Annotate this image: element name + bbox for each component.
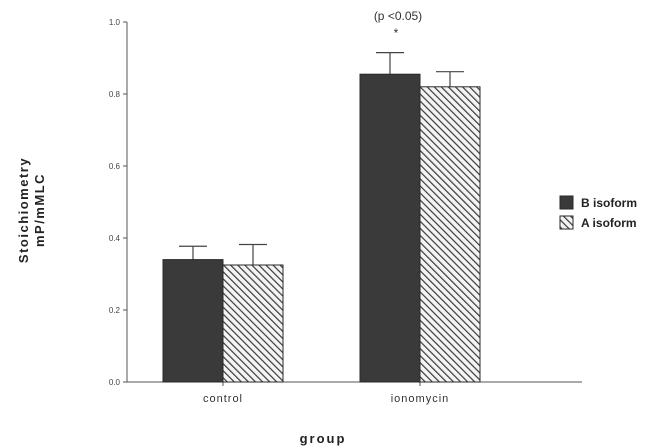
y-tick-label: 0.0 [109, 378, 121, 387]
category-labels: control ionomycin [203, 393, 450, 405]
category-label-ionomycin: ionomycin [391, 393, 450, 405]
legend-label-b-isoform: B isoform [581, 196, 637, 210]
y-axis-label-line-2: mP/mMLC [32, 173, 47, 247]
y-tick-label: 1.0 [109, 18, 121, 27]
y-tick-label: 0.4 [109, 234, 121, 243]
significance-annotation: (p <0.05) [374, 9, 422, 23]
bar-a-isoform-ionomycin [419, 86, 481, 383]
legend-swatch-a-isoform [559, 215, 574, 230]
category-label-control: control [203, 393, 243, 405]
bars [162, 73, 481, 383]
legend-swatch-b-isoform [559, 195, 574, 210]
x-axis-label: group [300, 431, 347, 446]
bar-b-isoform-control [162, 259, 224, 383]
error-bars [179, 51, 464, 265]
legend: B isoform A isoform [559, 195, 637, 230]
significance-star: * [394, 26, 399, 40]
y-axis-label-line-1: Stoichiometry [16, 157, 31, 263]
bar-b-isoform-ionomycin [359, 73, 421, 383]
y-tick-label: 0.2 [109, 306, 121, 315]
y-tick-label: 0.8 [109, 90, 121, 99]
legend-label-a-isoform: A isoform [581, 216, 637, 230]
y-tick-label: 0.6 [109, 162, 121, 171]
bar-a-isoform-control [222, 264, 284, 383]
